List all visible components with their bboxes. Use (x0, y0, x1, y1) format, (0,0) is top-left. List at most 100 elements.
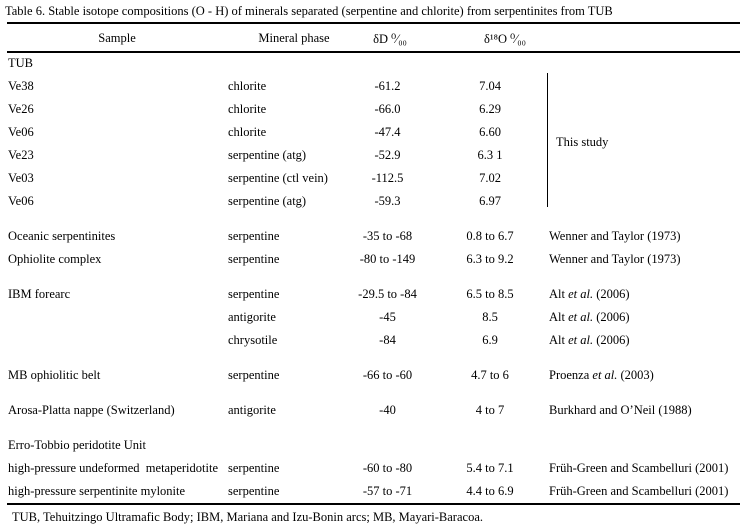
mineral-phase-cell: serpentine (228, 252, 280, 266)
sample-cell: Ve23 (8, 148, 34, 162)
sample-cell: high-pressure serpentinite mylonite (8, 484, 186, 498)
mineral-phase-cell: antigorite (228, 310, 276, 324)
delta-d-cell: -84 (379, 333, 396, 347)
mineral-phase-cell: serpentine (ctl vein) (228, 171, 328, 185)
reference-cell: Früh-Green and Scambelluri (2001) (549, 461, 729, 475)
delta-d-cell: -35 to -68 (362, 229, 413, 243)
table-row: Arosa-Platta nappe (Switzerland) antigori… (0, 399, 744, 422)
column-header-delta-18o: δ¹⁸O ⁰⁄₀₀ (484, 32, 526, 46)
table-row: Ve03 serpentine (ctl vein) -112.5 7.02 (0, 167, 744, 190)
delta-18o-cell: 8.5 (482, 310, 498, 324)
sample-cell: Ve26 (8, 102, 34, 116)
table-row: TUB (0, 52, 744, 75)
sample-cell: Ve06 (8, 194, 34, 208)
mineral-phase-cell: chlorite (228, 102, 267, 116)
mineral-phase-cell: serpentine (atg) (228, 194, 307, 208)
rule-above-footnote (7, 503, 740, 505)
column-header-mineral-phase: Mineral phase (258, 31, 330, 45)
reference-cell: Alt et al. (2006) (549, 287, 630, 301)
sample-cell: Ve06 (8, 125, 34, 139)
sample-cell: Ophiolite complex (8, 252, 102, 266)
table-row: IBM forearc serpentine -29.5 to -84 6.5 to … (0, 283, 744, 306)
delta-d-cell: -60 to -80 (362, 461, 413, 475)
rule-top (7, 22, 740, 24)
table-row: Ve38 chlorite -61.2 7.04 (0, 75, 744, 98)
delta-d-cell: -80 to -149 (359, 252, 416, 266)
rule-below-header (7, 51, 740, 53)
delta-18o-cell: 4 to 7 (475, 403, 505, 417)
delta-18o-cell: 6.97 (479, 194, 501, 208)
sample-cell: Erro-Tobbio peridotite Unit (8, 438, 146, 452)
delta-d-cell: -45 (379, 310, 396, 324)
mineral-phase-cell: serpentine (228, 484, 280, 498)
reference-cell: Alt et al. (2006) (549, 310, 630, 324)
delta-18o-cell: 6.3 to 9.2 (466, 252, 514, 266)
mineral-phase-cell: serpentine (228, 368, 280, 382)
delta-d-cell: -59.3 (374, 194, 401, 208)
delta-d-cell: -40 (379, 403, 396, 417)
table-row: MB ophiolitic belt serpentine -66 to -60 4.… (0, 364, 744, 387)
delta-18o-cell: 4.7 to 6 (471, 368, 509, 382)
delta-18o-cell: 6.60 (479, 125, 501, 139)
delta-d-cell: -57 to -71 (362, 484, 413, 498)
delta-d-cell: -112.5 (371, 171, 404, 185)
delta-d-cell: -47.4 (374, 125, 401, 139)
table-row: Ve23 serpentine (atg) -52.9 6.3 1 (0, 144, 744, 167)
table-row: high-pressure serpentinite mylonite serpe… (0, 480, 744, 503)
delta-18o-cell: 6.5 to 8.5 (466, 287, 514, 301)
reference-cell: Früh-Green and Scambelluri (2001) (549, 484, 729, 498)
table-row: Ve26 chlorite -66.0 6.29 (0, 98, 744, 121)
mineral-phase-cell: chrysotile (228, 333, 278, 347)
mineral-phase-cell: serpentine (228, 461, 280, 475)
reference-cell: Wenner and Taylor (1973) (549, 252, 681, 266)
column-header-delta-d: δD ⁰⁄₀₀ (373, 32, 407, 46)
table-header-row: Sample Mineral phase δD ⁰⁄₀₀ δ¹⁸O ⁰⁄₀₀ (0, 31, 744, 47)
table-row: chrysotile -84 6.9 Alt et al. (2006) (0, 329, 744, 352)
mineral-phase-cell: antigorite (228, 403, 276, 417)
mineral-phase-cell: serpentine (atg) (228, 148, 307, 162)
mineral-phase-cell: chlorite (228, 125, 267, 139)
delta-d-cell: -66 to -60 (362, 368, 413, 382)
column-header-sample: Sample (98, 31, 136, 45)
reference-cell: Alt et al. (2006) (549, 333, 630, 347)
delta-18o-cell: 6.3 1 (477, 148, 503, 162)
delta-d-cell: -29.5 to -84 (358, 287, 417, 301)
table-row: Erro-Tobbio peridotite Unit (0, 434, 744, 457)
sample-cell: IBM forearc (8, 287, 71, 301)
sample-cell: Arosa-Platta nappe (Switzerland) (8, 403, 175, 417)
mineral-phase-cell: serpentine (228, 287, 280, 301)
table-row: Oceanic serpentinites serpentine -35 to -6… (0, 225, 744, 248)
mineral-phase-cell: serpentine (228, 229, 280, 243)
delta-d-cell: -61.2 (374, 79, 401, 93)
reference-cell: Proenza et al. (2003) (549, 368, 654, 382)
delta-18o-cell: 7.02 (479, 171, 501, 185)
table-row: Ve06 chlorite -47.4 6.60 (0, 121, 744, 144)
delta-18o-cell: 7.04 (479, 79, 501, 93)
this-study-label: This study (556, 135, 609, 149)
sample-cell: MB ophiolitic belt (8, 368, 101, 382)
sample-cell: Ve38 (8, 79, 34, 93)
delta-18o-cell: 0.8 to 6.7 (466, 229, 514, 243)
table-footnote: TUB, Tehuitzingo Ultramafic Body; IBM, M… (12, 510, 483, 524)
delta-d-cell: -52.9 (374, 148, 401, 162)
delta-18o-cell: 4.4 to 6.9 (466, 484, 514, 498)
delta-18o-cell: 6.9 (482, 333, 498, 347)
table-row: high-pressure undeformed metaperidotite s… (0, 457, 744, 480)
table-body: TUB Ve38 chlorite -61.2 7.04 Ve26 chlorite -66.… (0, 52, 744, 525)
this-study-bracket-line (547, 73, 548, 207)
reference-cell: Burkhard and O’Neil (1988) (549, 403, 692, 417)
table-row: Ophiolite complex serpentine -80 to -149 6.… (0, 248, 744, 271)
delta-18o-cell: 6.29 (479, 102, 501, 116)
delta-18o-cell: 5.4 to 7.1 (466, 461, 514, 475)
delta-d-cell: -66.0 (374, 102, 401, 116)
sample-cell: high-pressure undeformed metaperidotite (8, 461, 218, 475)
reference-cell: Wenner and Taylor (1973) (549, 229, 681, 243)
sample-cell: Oceanic serpentinites (8, 229, 116, 243)
table-title: Table 6. Stable isotope compositions (O … (5, 4, 613, 18)
sample-cell: Ve03 (8, 171, 34, 185)
sample-cell: TUB (8, 56, 33, 70)
mineral-phase-cell: chlorite (228, 79, 267, 93)
table-row: Ve06 serpentine (atg) -59.3 6.97 (0, 190, 744, 213)
table-row: antigorite -45 8.5 Alt et al. (2006) (0, 306, 744, 329)
